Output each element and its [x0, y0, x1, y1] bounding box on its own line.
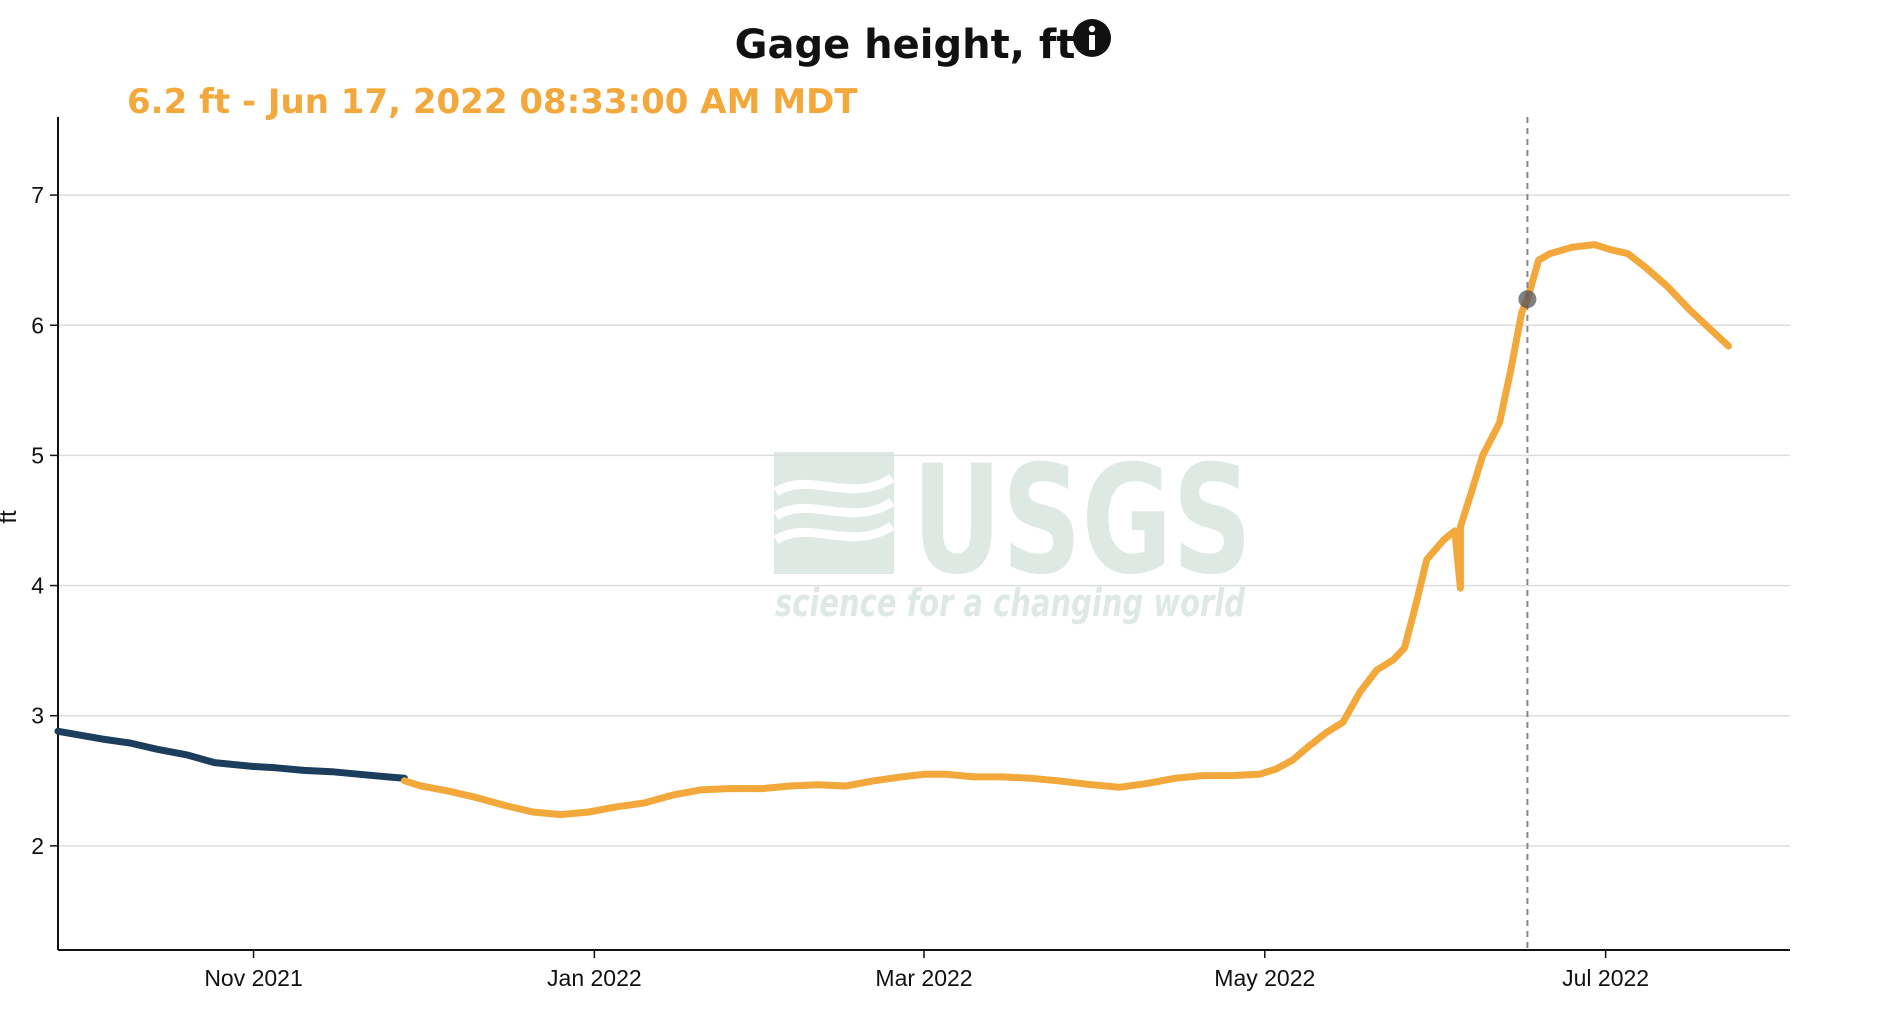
y-tick-label: 6: [31, 312, 44, 338]
chart-title: Gage height, ft: [735, 22, 1076, 68]
x-axis-ticks: Nov 2021 Jan 2022 Mar 2022 May 2022 Jul 2022: [204, 950, 1649, 991]
y-axis-ticks: 2 3 4 5 6 7: [31, 182, 58, 859]
y-tick-label: 3: [31, 703, 44, 729]
watermark-logo-text: USGS: [912, 434, 1252, 608]
series-line-provisional: [400, 241, 1732, 819]
info-icon-dot: [1088, 25, 1096, 33]
x-tick-label: Jul 2022: [1562, 965, 1649, 991]
y-tick-label: 2: [31, 833, 44, 859]
y-tick-label: 4: [31, 573, 44, 599]
x-tick-label: Mar 2022: [875, 965, 972, 991]
y-tick-label: 7: [31, 182, 44, 208]
usgs-watermark: USGS science for a changing world: [773, 434, 1252, 625]
data-series: [54, 241, 1732, 819]
x-tick-label: Jan 2022: [547, 965, 642, 991]
x-tick-label: May 2022: [1214, 965, 1315, 991]
hover-readout: 6.2 ft - Jun 17, 2022 08:33:00 AM MDT: [127, 82, 858, 122]
y-tick-label: 5: [31, 442, 44, 468]
hover-marker: [1518, 290, 1537, 309]
info-icon-bar: [1089, 35, 1095, 50]
grid-lines: [58, 194, 1790, 847]
info-icon[interactable]: [1073, 19, 1111, 57]
usgs-logo-mark: [773, 452, 895, 574]
watermark-tagline: science for a changing world: [775, 581, 1246, 625]
y-axis-label: ft: [0, 510, 22, 524]
x-tick-label: Nov 2021: [204, 965, 302, 991]
series-line-approved: [54, 727, 408, 782]
